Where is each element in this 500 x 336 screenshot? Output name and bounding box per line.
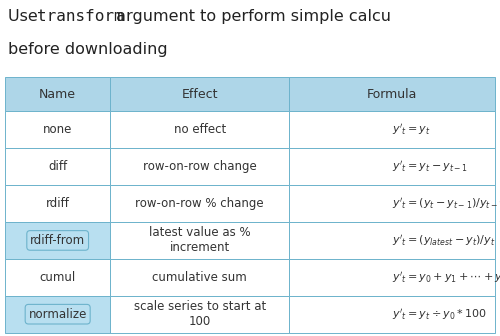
Bar — [289, 148, 495, 185]
Text: $y'_t = y_t \div y_0 * 100$: $y'_t = y_t \div y_0 * 100$ — [392, 307, 487, 322]
Text: before downloading: before downloading — [8, 42, 168, 57]
Text: normalize: normalize — [28, 308, 87, 321]
Bar — [289, 185, 495, 222]
Text: $y'_t = y_t$: $y'_t = y_t$ — [392, 122, 431, 137]
Bar — [289, 77, 495, 111]
Text: Use: Use — [8, 9, 43, 24]
Text: $y'_t = y_0 + y_1 + \cdots + y_t$: $y'_t = y_0 + y_1 + \cdots + y_t$ — [392, 270, 500, 285]
Bar — [5, 148, 110, 185]
Text: $y'_t = (y_{latest} - y_t)/y_t$: $y'_t = (y_{latest} - y_t)/y_t$ — [392, 233, 496, 248]
Bar — [5, 77, 110, 111]
Text: Effect: Effect — [182, 88, 218, 101]
Bar — [110, 111, 289, 148]
Bar — [110, 185, 289, 222]
Bar — [5, 296, 110, 333]
Text: rdiff: rdiff — [46, 197, 70, 210]
Text: $y'_t = (y_t - y_{t-1})/y_{t-1}$: $y'_t = (y_t - y_{t-1})/y_{t-1}$ — [392, 196, 500, 211]
Bar — [5, 259, 110, 296]
Bar — [5, 222, 110, 259]
Text: $y'_t = y_t - y_{t-1}$: $y'_t = y_t - y_{t-1}$ — [392, 159, 468, 174]
Bar — [110, 77, 289, 111]
Text: none: none — [43, 123, 72, 136]
Bar — [289, 296, 495, 333]
Text: row-on-row % change: row-on-row % change — [136, 197, 264, 210]
Bar — [5, 185, 110, 222]
Text: diff: diff — [48, 160, 67, 173]
Bar — [110, 296, 289, 333]
Text: transform: transform — [36, 9, 123, 24]
Bar — [289, 111, 495, 148]
Text: cumulative sum: cumulative sum — [152, 271, 247, 284]
Text: rdiff-from: rdiff-from — [30, 234, 85, 247]
Bar — [110, 259, 289, 296]
Text: Name: Name — [39, 88, 76, 101]
Text: argument to perform simple calcu: argument to perform simple calcu — [111, 9, 391, 24]
Text: latest value as %
increment: latest value as % increment — [149, 226, 250, 254]
Bar — [289, 222, 495, 259]
Bar — [5, 111, 110, 148]
Bar — [110, 148, 289, 185]
Text: row-on-row change: row-on-row change — [143, 160, 256, 173]
Text: Formula: Formula — [367, 88, 418, 101]
Text: scale series to start at
100: scale series to start at 100 — [134, 300, 266, 328]
Bar — [110, 222, 289, 259]
Bar — [289, 259, 495, 296]
Text: cumul: cumul — [40, 271, 76, 284]
Text: no effect: no effect — [174, 123, 226, 136]
